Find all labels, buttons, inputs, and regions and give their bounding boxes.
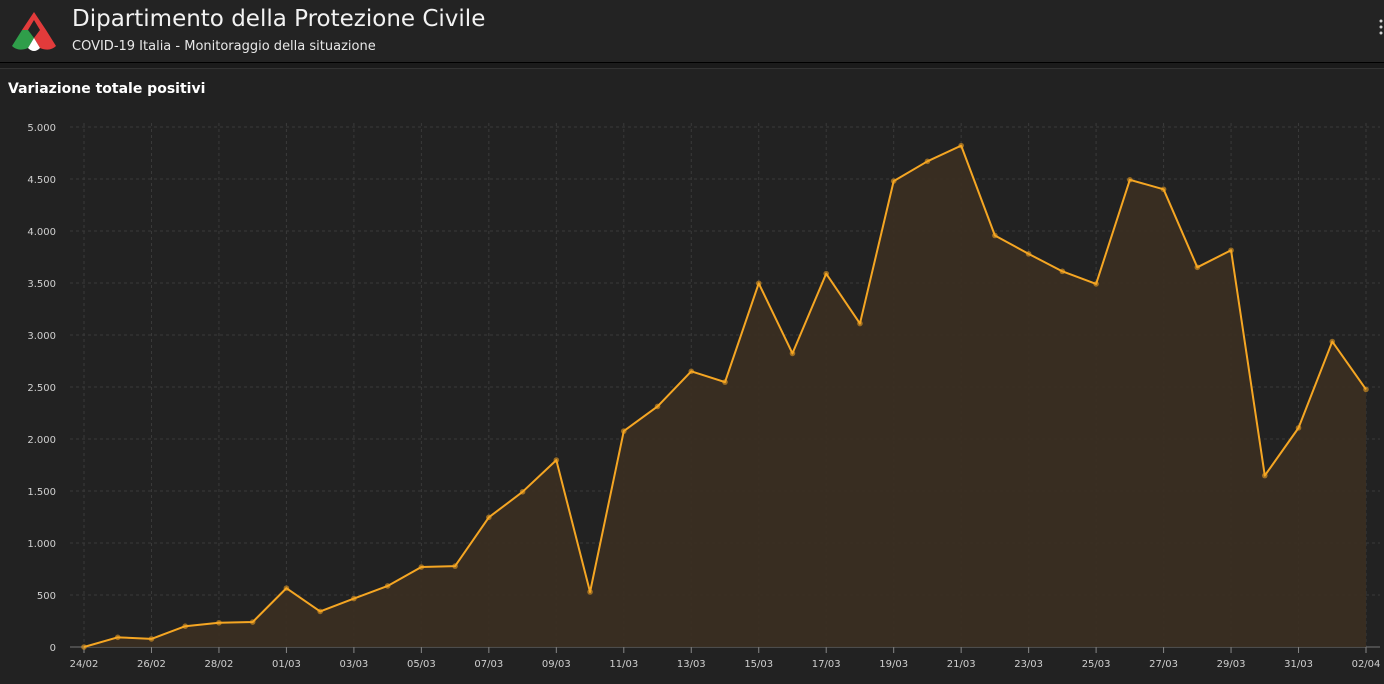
data-point [249, 619, 256, 625]
y-tick-label: 500 [37, 591, 56, 602]
x-tick-label: 23/03 [1014, 659, 1043, 670]
data-point [1093, 281, 1099, 287]
data-point [688, 368, 695, 375]
data-point [755, 280, 762, 287]
data-point [216, 619, 222, 626]
x-tick-label: 26/02 [137, 659, 166, 670]
data-point [992, 232, 998, 239]
data-point [418, 564, 425, 570]
data-point [182, 623, 189, 629]
chart-title: Variazione totale positivi [8, 81, 206, 97]
series-area [84, 145, 1366, 647]
x-tick-label: 01/03 [272, 659, 301, 670]
y-tick-label: 3.000 [27, 331, 56, 342]
y-tick-label: 2.500 [27, 383, 56, 394]
data-point [351, 595, 357, 602]
data-point [857, 320, 863, 327]
app-subtitle: COVID-19 Italia - Monitoraggio della sit… [72, 39, 376, 54]
x-tick-label: 25/03 [1082, 659, 1111, 670]
data-point [1127, 177, 1133, 183]
x-tick-label: 02/04 [1352, 659, 1381, 670]
x-tick-label: 21/03 [947, 659, 976, 670]
data-point [1329, 338, 1336, 345]
data-point [1295, 425, 1302, 431]
y-tick-label: 1.500 [27, 487, 56, 498]
data-point [283, 585, 290, 591]
x-tick-label: 28/02 [205, 659, 234, 670]
data-point [452, 563, 458, 569]
data-point [519, 489, 526, 495]
data-point [620, 428, 627, 434]
x-tick-label: 13/03 [677, 659, 706, 670]
x-tick-label: 09/03 [542, 659, 571, 670]
x-tick-label: 17/03 [812, 659, 841, 670]
data-point [1025, 251, 1032, 257]
data-point [1160, 186, 1167, 193]
data-point [114, 634, 121, 641]
protezione-civile-logo [12, 12, 56, 51]
data-point [823, 270, 830, 277]
data-point [654, 403, 661, 410]
data-point [1228, 247, 1234, 254]
x-tick-label: 07/03 [474, 659, 503, 670]
data-point [317, 608, 323, 615]
app-title: Dipartimento della Protezione Civile [72, 6, 486, 32]
y-tick-label: 5.000 [27, 123, 56, 134]
x-tick-label: 03/03 [339, 659, 368, 670]
data-point [890, 178, 897, 184]
x-tick-label: 19/03 [879, 659, 908, 670]
data-point [553, 457, 560, 463]
data-point [789, 350, 796, 357]
y-tick-label: 0 [50, 643, 56, 654]
data-point [1261, 472, 1268, 479]
y-tick-label: 4.500 [27, 175, 56, 186]
data-point [1363, 386, 1369, 393]
y-tick-label: 1.000 [27, 539, 56, 550]
x-tick-label: 29/03 [1217, 659, 1246, 670]
data-point [1194, 264, 1201, 271]
more-menu-icon[interactable] [1378, 18, 1384, 36]
data-point [148, 636, 155, 642]
y-tick-label: 4.000 [27, 227, 56, 238]
data-point [81, 644, 87, 650]
y-tick-label: 2.000 [27, 435, 56, 446]
x-tick-label: 31/03 [1284, 659, 1313, 670]
y-tick-label: 3.500 [27, 279, 56, 290]
line-area-chart: 0 500 1.000 1.500 2.000 2.500 3.000 3.500 4.000 4… [27, 123, 1381, 670]
data-point [1059, 268, 1066, 275]
app-header: Dipartimento della Protezione Civile COV… [0, 0, 1384, 63]
x-tick-label: 11/03 [609, 659, 638, 670]
data-point [722, 379, 728, 385]
data-point [384, 583, 391, 589]
chart-panel: Variazione totale positivi 0 500 1.000 1.50… [0, 68, 1384, 684]
x-tick-label: 05/03 [407, 659, 436, 670]
x-tick-label: 15/03 [744, 659, 773, 670]
data-point [924, 158, 931, 165]
x-tick-label: 24/02 [70, 659, 99, 670]
data-point [958, 142, 964, 149]
data-point [486, 514, 492, 521]
data-point [587, 589, 593, 595]
x-tick-label: 27/03 [1149, 659, 1178, 670]
